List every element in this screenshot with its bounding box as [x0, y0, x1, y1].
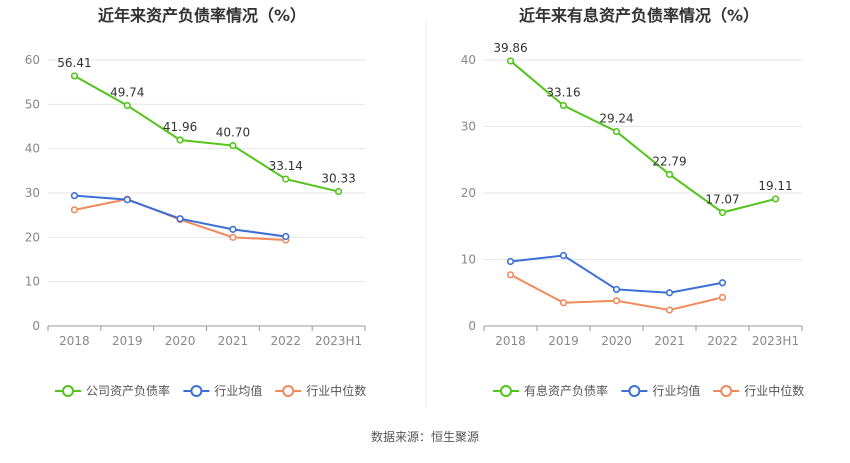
data-point	[123, 101, 131, 110]
y-tick-label: 40	[25, 142, 40, 156]
x-tick-label: 2018	[495, 334, 526, 348]
data-point	[612, 297, 621, 305]
data-point	[506, 57, 515, 65]
y-tick-label: 20	[25, 230, 40, 244]
x-tick-label: 2023H1	[752, 334, 799, 348]
data-point	[282, 232, 290, 241]
legend-swatch-marker	[720, 385, 733, 397]
data-point	[70, 206, 79, 214]
chart-title: 近年来资产负债率情况（%）	[98, 6, 306, 25]
y-tick-label: 10	[25, 275, 40, 289]
data-point	[506, 271, 515, 279]
data-point	[70, 72, 79, 80]
series-line-main	[509, 60, 776, 214]
data-point	[718, 208, 727, 217]
data-point	[612, 285, 621, 294]
data-point	[559, 101, 568, 110]
series-line-main	[73, 75, 339, 193]
legend-swatch-marker	[282, 385, 295, 397]
x-tick-label: 2022	[707, 334, 738, 348]
legend-label: 公司资产负债率	[86, 383, 170, 398]
data-label: 29.24	[599, 112, 633, 126]
y-tick-label: 20	[461, 186, 476, 200]
legend-label: 行业均值	[214, 383, 262, 398]
legend-label: 行业中位数	[744, 383, 804, 398]
data-label: 22.79	[652, 154, 686, 168]
x-tick-label: 2020	[601, 334, 632, 348]
data-point	[559, 299, 568, 307]
data-source-note: 数据来源：恒生聚源	[370, 430, 479, 444]
data-point	[665, 306, 674, 314]
data-label: 17.07	[705, 192, 739, 206]
y-tick-label: 50	[25, 97, 40, 111]
legend-swatch-marker	[628, 385, 641, 397]
data-point	[229, 233, 237, 241]
data-point	[665, 289, 674, 297]
x-tick-label: 2023H1	[315, 334, 362, 348]
y-tick-label: 0	[468, 319, 476, 333]
data-label: 33.16	[546, 85, 580, 99]
data-label: 30.33	[321, 172, 355, 186]
chart-title: 近年来有息资产负债率情况（%）	[519, 6, 759, 25]
y-tick-label: 30	[25, 186, 40, 200]
data-label: 39.86	[493, 41, 527, 55]
x-tick-label: 2020	[165, 334, 196, 348]
x-tick-label: 2018	[59, 334, 90, 348]
data-point	[70, 192, 79, 200]
y-tick-label: 60	[25, 53, 40, 67]
legend-swatch-marker	[62, 385, 74, 397]
data-point	[559, 251, 568, 260]
data-label: 41.96	[163, 120, 197, 134]
data-point	[229, 225, 237, 233]
y-tick-label: 10	[461, 253, 476, 267]
legend-swatch-marker	[500, 385, 512, 397]
data-point	[506, 257, 515, 266]
data-point	[123, 196, 131, 204]
x-tick-label: 2019	[548, 334, 579, 348]
data-point	[176, 215, 184, 223]
data-label: 56.41	[57, 56, 91, 70]
data-point	[771, 195, 780, 203]
data-point	[176, 136, 184, 144]
data-point	[665, 170, 674, 179]
data-point	[718, 279, 727, 287]
y-tick-label: 30	[461, 120, 476, 134]
x-tick-label: 2021	[654, 334, 685, 348]
data-label: 40.70	[216, 126, 250, 140]
data-point	[282, 175, 290, 183]
y-tick-label: 0	[32, 319, 40, 333]
data-point	[718, 293, 727, 302]
data-label: 33.14	[269, 159, 303, 173]
x-tick-label: 2021	[218, 334, 249, 348]
data-point	[612, 127, 621, 136]
x-tick-label: 2022	[270, 334, 301, 348]
legend-label: 行业中位数	[306, 383, 366, 398]
data-point	[229, 141, 237, 150]
legend-label: 有息资产负债率	[524, 383, 608, 398]
x-tick-label: 2019	[112, 334, 143, 348]
data-point	[334, 187, 343, 196]
legend-swatch-marker	[190, 385, 203, 397]
legend-label: 行业均值	[652, 383, 700, 398]
data-label: 19.11	[758, 179, 792, 193]
y-tick-label: 40	[461, 53, 476, 67]
data-label: 49.74	[110, 85, 144, 99]
